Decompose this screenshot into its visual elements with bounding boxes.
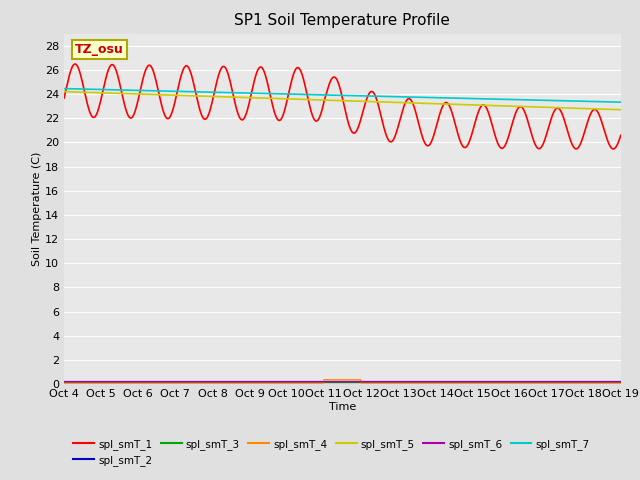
Line: spl_smT_4: spl_smT_4: [64, 380, 621, 383]
spl_smT_4: [378, 380, 385, 386]
spl_smT_1: [609, 146, 617, 152]
spl_smT_2: [126, 379, 134, 384]
spl_smT_4: [308, 380, 316, 386]
spl_smT_3: [308, 380, 316, 385]
spl_smT_7: [60, 86, 68, 92]
spl_smT_4: [296, 380, 304, 386]
spl_smT_7: [377, 94, 385, 99]
Legend: spl_smT_1, spl_smT_2, spl_smT_3, spl_smT_4, spl_smT_5, spl_smT_6, spl_smT_7: spl_smT_1, spl_smT_2, spl_smT_3, spl_smT…: [69, 435, 594, 470]
Y-axis label: Soil Temperature (C): Soil Temperature (C): [32, 152, 42, 266]
spl_smT_6: [617, 379, 625, 384]
spl_smT_2: [60, 379, 68, 384]
spl_smT_6: [103, 379, 111, 384]
spl_smT_6: [308, 379, 316, 384]
spl_smT_7: [296, 92, 304, 97]
spl_smT_6: [296, 379, 304, 384]
Line: spl_smT_7: spl_smT_7: [64, 89, 621, 102]
spl_smT_5: [296, 96, 304, 102]
spl_smT_7: [308, 92, 316, 97]
spl_smT_2: [103, 379, 111, 384]
spl_smT_4: [320, 377, 328, 383]
spl_smT_3: [377, 380, 385, 385]
spl_smT_4: [617, 380, 625, 386]
spl_smT_3: [126, 380, 134, 385]
spl_smT_5: [377, 99, 385, 105]
spl_smT_3: [318, 380, 326, 385]
spl_smT_5: [60, 89, 68, 95]
spl_smT_1: [60, 96, 68, 101]
spl_smT_1: [308, 112, 316, 118]
spl_smT_5: [308, 97, 316, 103]
spl_smT_6: [318, 379, 326, 384]
spl_smT_5: [318, 97, 326, 103]
spl_smT_7: [126, 87, 134, 93]
spl_smT_2: [308, 379, 316, 384]
spl_smT_6: [126, 379, 134, 384]
spl_smT_1: [71, 61, 79, 67]
spl_smT_2: [318, 379, 326, 384]
spl_smT_6: [60, 379, 68, 384]
Line: spl_smT_1: spl_smT_1: [64, 64, 621, 149]
spl_smT_1: [378, 114, 385, 120]
Title: SP1 Soil Temperature Profile: SP1 Soil Temperature Profile: [234, 13, 451, 28]
X-axis label: Time: Time: [329, 402, 356, 412]
spl_smT_2: [617, 379, 625, 384]
spl_smT_2: [377, 379, 385, 384]
spl_smT_1: [297, 68, 305, 73]
spl_smT_3: [103, 380, 111, 385]
spl_smT_4: [60, 380, 68, 386]
spl_smT_1: [126, 115, 134, 121]
spl_smT_3: [617, 380, 625, 385]
spl_smT_4: [318, 380, 326, 386]
Line: spl_smT_5: spl_smT_5: [64, 92, 621, 110]
spl_smT_5: [126, 91, 134, 96]
Text: TZ_osu: TZ_osu: [75, 43, 124, 56]
spl_smT_5: [617, 107, 625, 113]
spl_smT_5: [103, 90, 111, 96]
spl_smT_3: [60, 380, 68, 385]
spl_smT_4: [103, 380, 111, 386]
spl_smT_7: [617, 99, 625, 105]
spl_smT_7: [318, 92, 326, 98]
spl_smT_2: [296, 379, 304, 384]
spl_smT_1: [104, 70, 111, 75]
spl_smT_3: [296, 380, 304, 385]
spl_smT_6: [377, 379, 385, 384]
spl_smT_4: [126, 380, 134, 386]
spl_smT_1: [318, 107, 326, 112]
spl_smT_1: [617, 132, 625, 138]
spl_smT_7: [103, 87, 111, 93]
